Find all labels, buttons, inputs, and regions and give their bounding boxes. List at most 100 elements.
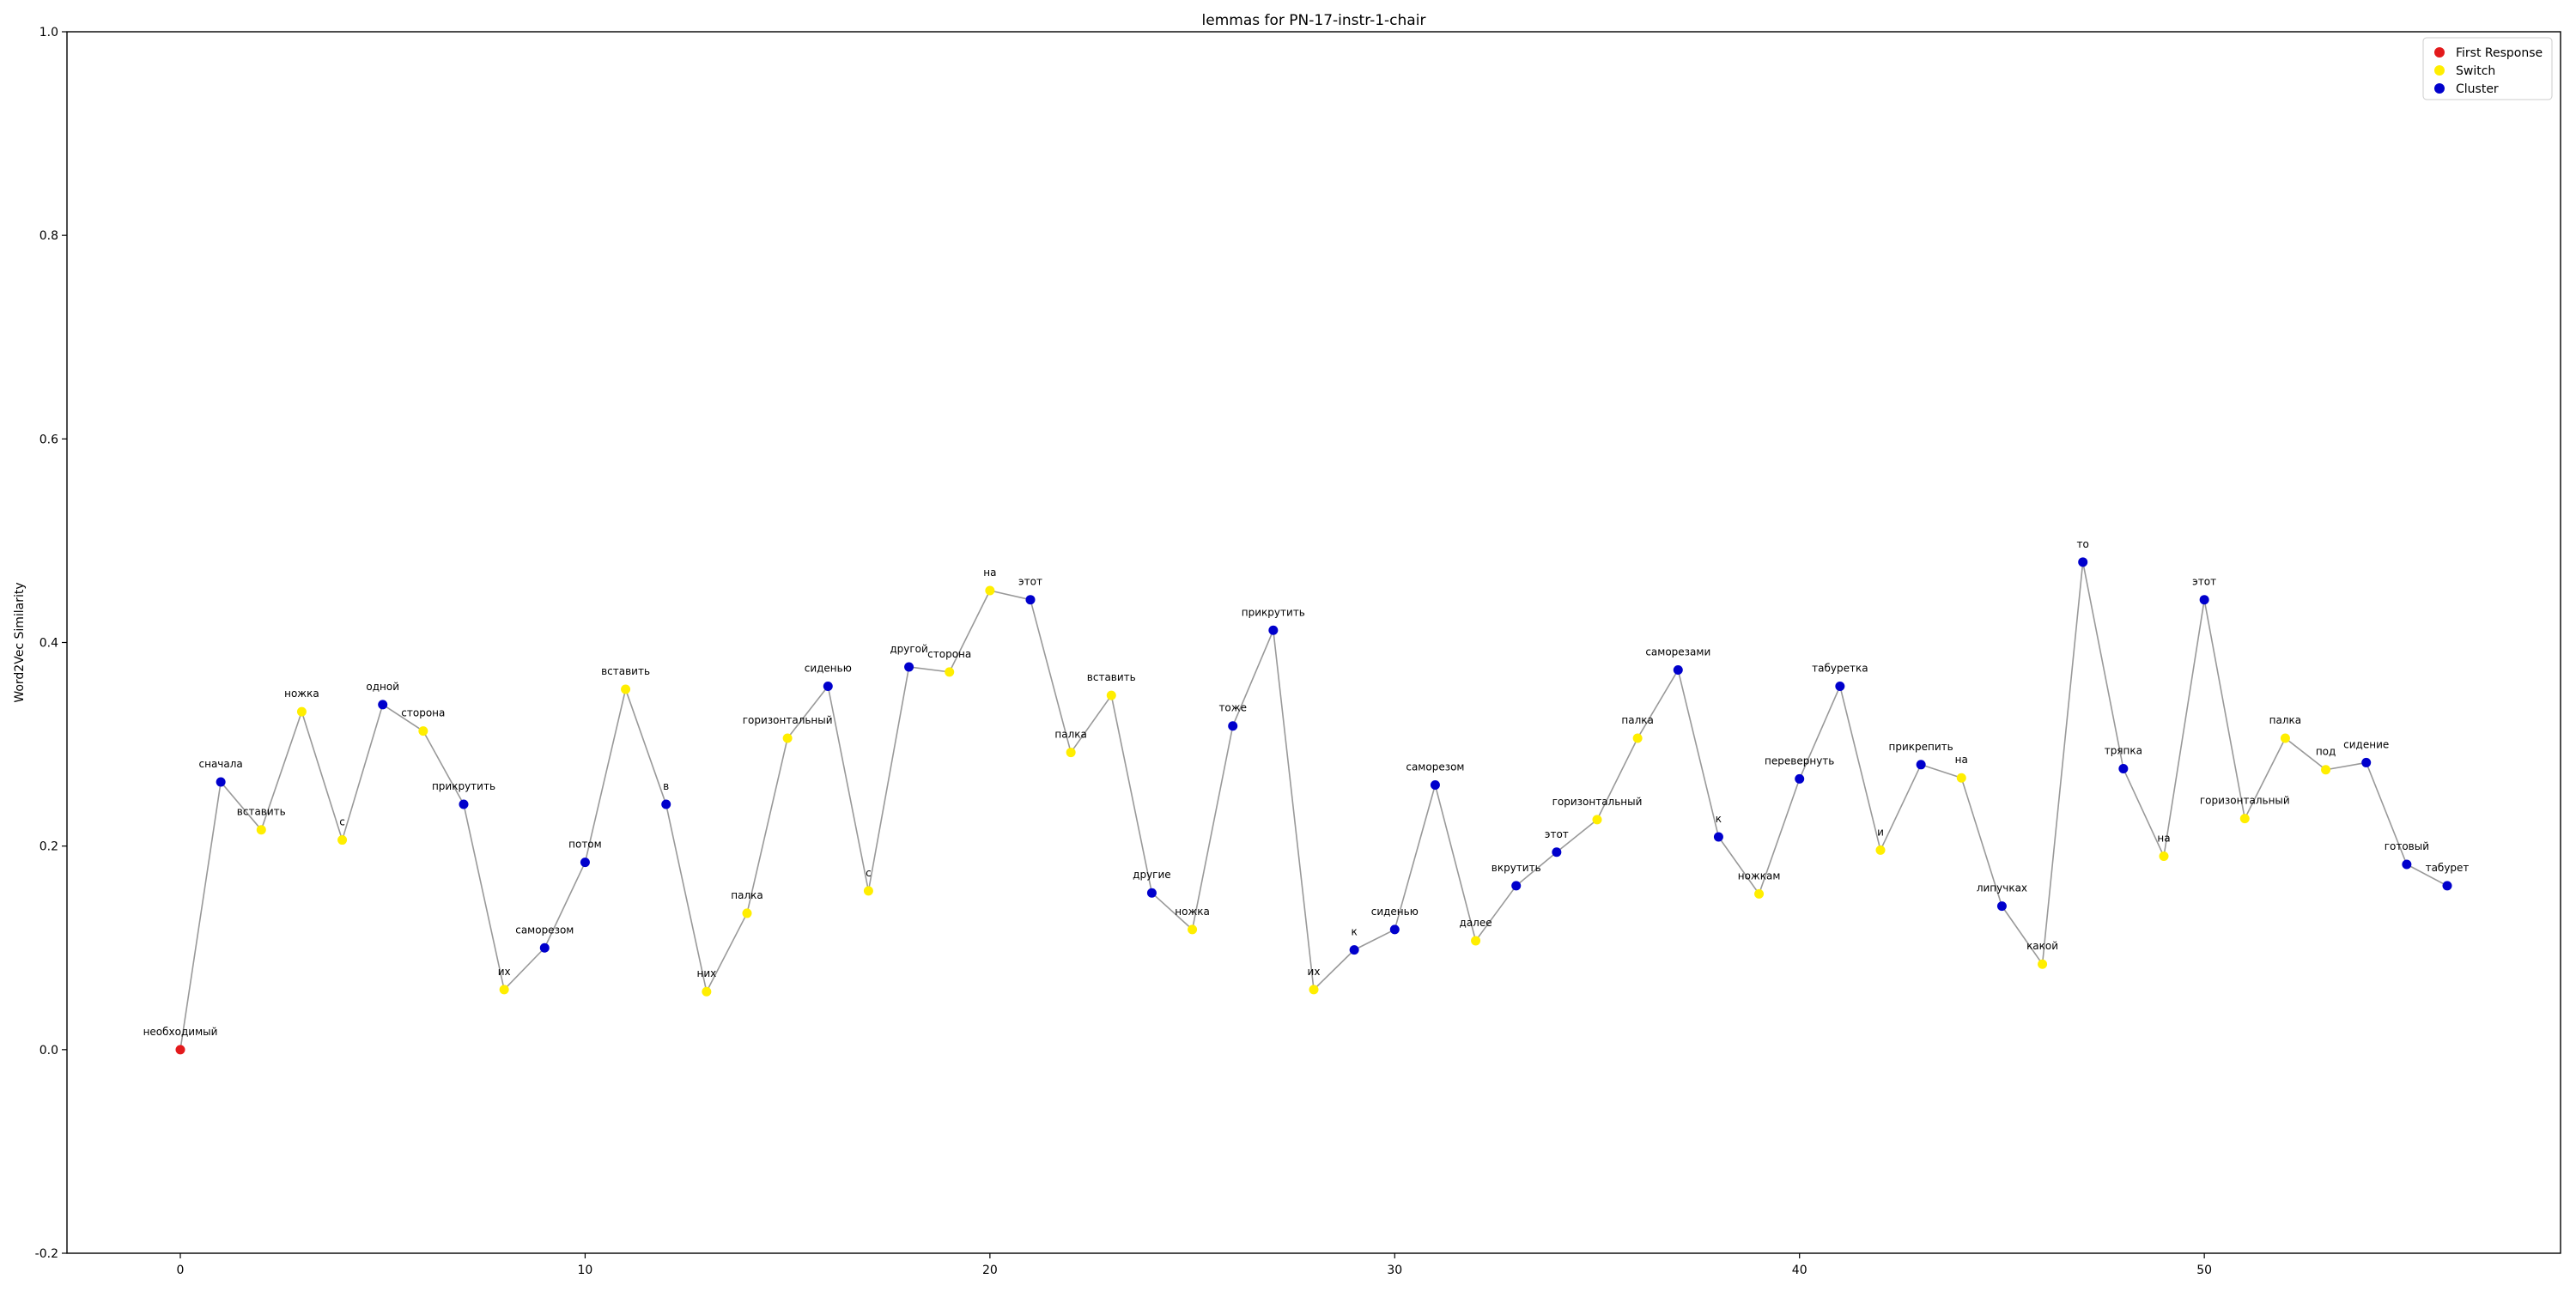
- series-line-segment: [1516, 852, 1558, 887]
- y-tick-label: 1.0: [39, 26, 58, 39]
- data-point: [1835, 681, 1845, 691]
- series-line-segment: [2163, 599, 2205, 857]
- data-point-group: [175, 557, 2452, 1055]
- series-line-segment: [1070, 694, 1112, 754]
- series-line-segment: [1798, 686, 1841, 779]
- series-line-segment: [989, 590, 1031, 601]
- data-point: [1875, 845, 1886, 855]
- data-point: [1713, 832, 1723, 842]
- series-line-segment: [2244, 737, 2287, 820]
- point-label: этот: [2192, 576, 2216, 588]
- data-point: [904, 662, 914, 672]
- series-line-segment: [908, 666, 950, 673]
- series-line-segment: [787, 685, 829, 739]
- data-point: [1956, 773, 1966, 783]
- x-tick-label: 50: [2196, 1264, 2212, 1277]
- legend-box: [2422, 37, 2553, 100]
- series-line-segment: [2325, 761, 2366, 771]
- data-point: [621, 684, 631, 694]
- series-line-segment: [301, 711, 343, 840]
- data-point: [175, 1045, 185, 1055]
- point-label: вставить: [1087, 671, 1136, 683]
- legend-entry: Switch: [2456, 64, 2495, 78]
- series-line-segment: [260, 711, 303, 830]
- axes: 0 10 20 30 40 50 -0.2 0.0 0.2 0.4 0.6 0.8 1.0: [35, 26, 2561, 1277]
- series-line-segment: [422, 730, 465, 805]
- series-line-segment: [746, 737, 788, 914]
- series-line-segment: [1960, 777, 2003, 906]
- point-label: с: [866, 867, 872, 879]
- data-point: [378, 700, 388, 710]
- series-line-segment: [2001, 906, 2044, 965]
- data-point: [2280, 733, 2290, 743]
- data-point: [2239, 814, 2250, 824]
- series-line-segment: [665, 803, 708, 992]
- point-label: тряпка: [2105, 745, 2142, 757]
- data-point: [580, 858, 590, 868]
- data-point: [1592, 815, 1602, 825]
- point-label: их: [1308, 966, 1321, 978]
- data-point: [1066, 748, 1076, 758]
- point-label: саморезом: [515, 924, 574, 936]
- series-line-segment: [544, 862, 586, 949]
- data-point: [1228, 721, 1238, 731]
- data-point: [702, 986, 712, 997]
- data-point: [2402, 859, 2412, 870]
- point-label: этот: [1545, 828, 1569, 840]
- point-label: сторона: [401, 707, 445, 719]
- data-point: [823, 681, 833, 691]
- point-label: сидение: [2343, 738, 2389, 750]
- data-point: [2442, 881, 2452, 891]
- data-point: [1795, 773, 1805, 784]
- data-point: [1106, 690, 1116, 700]
- point-label: и: [1877, 826, 1884, 838]
- series-line-segment: [1273, 630, 1315, 990]
- series-line-segment: [1030, 599, 1072, 753]
- series-line-segment: [1839, 686, 1881, 851]
- series-line-segment: [2203, 599, 2246, 819]
- data-point: [2199, 595, 2209, 605]
- series-line-segment: [1231, 629, 1274, 727]
- legend-marker: [2434, 47, 2445, 58]
- point-label: сначала: [199, 758, 243, 770]
- point-label: вставить: [601, 665, 650, 677]
- legend-entry: Cluster: [2456, 82, 2499, 96]
- point-label: прикрутить: [432, 780, 495, 792]
- legend-marker: [2434, 83, 2445, 94]
- point-label: палка: [2269, 714, 2301, 726]
- point-label: готовый: [2385, 840, 2429, 852]
- point-label: перевернуть: [1765, 755, 1834, 767]
- series-line-segment: [2406, 864, 2448, 887]
- point-label: далее: [1460, 917, 1492, 929]
- point-label: сторона: [927, 648, 971, 660]
- point-label: на: [1955, 754, 1968, 766]
- series-line-segment: [706, 912, 748, 992]
- chart-title: lemmas for PN-17-instr-1-chair: [1202, 12, 1426, 29]
- series-line-segment: [867, 666, 910, 891]
- point-label: необходимый: [143, 1026, 218, 1038]
- data-point: [1754, 888, 1765, 899]
- data-point: [1511, 881, 1522, 891]
- point-label: в: [663, 780, 669, 792]
- point-label: табурет: [2426, 862, 2470, 874]
- data-point: [945, 667, 955, 677]
- series-line-segment: [1110, 695, 1153, 894]
- point-label: на: [2157, 833, 2170, 845]
- data-point: [1471, 936, 1481, 946]
- point-label: к: [1352, 926, 1358, 938]
- series-line-segment: [827, 686, 870, 891]
- data-point: [2078, 557, 2088, 567]
- point-label: сиденью: [1371, 906, 1419, 918]
- point-label: табуретка: [1812, 662, 1868, 674]
- series-line-segment: [2123, 768, 2165, 857]
- series-line-segment: [1556, 819, 1598, 853]
- point-label: сиденью: [805, 662, 852, 674]
- point-label: их: [498, 966, 511, 978]
- data-point: [1632, 733, 1643, 743]
- series-line-segment: [463, 803, 505, 991]
- point-label: то: [2077, 538, 2089, 550]
- series-line-segment: [1717, 836, 1760, 894]
- data-point: [1673, 665, 1683, 676]
